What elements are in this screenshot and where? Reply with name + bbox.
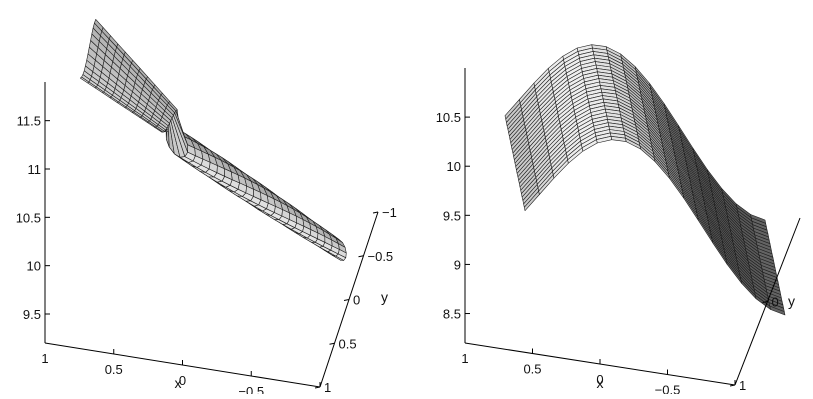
- right-x-tick-label: 0.5: [523, 362, 541, 377]
- right-z-tick-label: 9: [454, 257, 461, 272]
- right-y-axis-label: y: [788, 293, 795, 309]
- surface-patch: [769, 305, 786, 316]
- left-x-tick-label: 1: [41, 351, 48, 366]
- left-y-tick-label: 0: [353, 293, 360, 308]
- surface-patch: [337, 249, 347, 259]
- left-y-tick: [343, 299, 350, 301]
- right-y-tick: [762, 301, 768, 303]
- left-z-tick-label: 9.5: [23, 307, 41, 322]
- surface-patch: [538, 174, 555, 195]
- right-z-tick-label: 10.5: [436, 110, 461, 125]
- right-x-tick-label: 1: [461, 351, 468, 366]
- left-y-tick: [329, 342, 335, 345]
- left-z-tick-label: 11.5: [17, 114, 41, 129]
- right-surface: [504, 44, 786, 316]
- left-y-tick-label: −1: [382, 205, 397, 220]
- left-y-axis-label: y: [381, 289, 388, 305]
- left-z-tick-label: 10.5: [16, 210, 41, 225]
- right-y-tick-label: 1: [739, 378, 746, 393]
- surface-patch: [324, 236, 333, 247]
- surface-patch: [289, 212, 298, 224]
- left-y-tick-label: 0.5: [339, 336, 357, 351]
- right-x-tick-label: −0.5: [655, 383, 681, 395]
- right-y-tick-label: 0: [772, 295, 779, 310]
- left-y-tick: [372, 211, 379, 214]
- left-x-axis-label: x: [175, 375, 182, 391]
- left-x-tick-label: −0.5: [238, 384, 264, 394]
- left-y-tick: [314, 386, 321, 389]
- right-x-axis-label: x: [597, 375, 604, 391]
- surface-patch: [253, 189, 262, 201]
- right-z-tick-label: 10: [447, 159, 461, 174]
- left-y-tick: [358, 255, 364, 258]
- left-x-tick-label: 0: [179, 373, 186, 388]
- right-x-tick-label: 0: [596, 372, 603, 387]
- surface-patch: [168, 101, 178, 112]
- left-surface: [80, 18, 347, 261]
- left-x-tick-label: 0.5: [105, 362, 123, 377]
- left-y-tick-label: −0.5: [368, 249, 394, 264]
- left-y-tick-label: 1: [324, 380, 331, 394]
- right-z-tick-label: 8.5: [443, 307, 461, 322]
- left-z-tick-label: 10: [27, 259, 41, 274]
- surface-patch: [224, 168, 233, 180]
- right-y-tick: [729, 384, 736, 387]
- right-z-tick-label: 9.5: [443, 208, 461, 223]
- left-z-tick-label: 11: [28, 162, 42, 177]
